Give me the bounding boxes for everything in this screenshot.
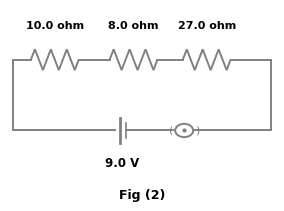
Text: 9.0 V: 9.0 V: [105, 157, 139, 170]
Text: (: (: [169, 126, 174, 135]
Text: ): ): [195, 126, 199, 135]
Text: 27.0 ohm: 27.0 ohm: [178, 21, 236, 31]
Text: 10.0 ohm: 10.0 ohm: [26, 21, 84, 31]
Text: Fig (2): Fig (2): [119, 189, 165, 202]
Text: 8.0 ohm: 8.0 ohm: [108, 21, 159, 31]
